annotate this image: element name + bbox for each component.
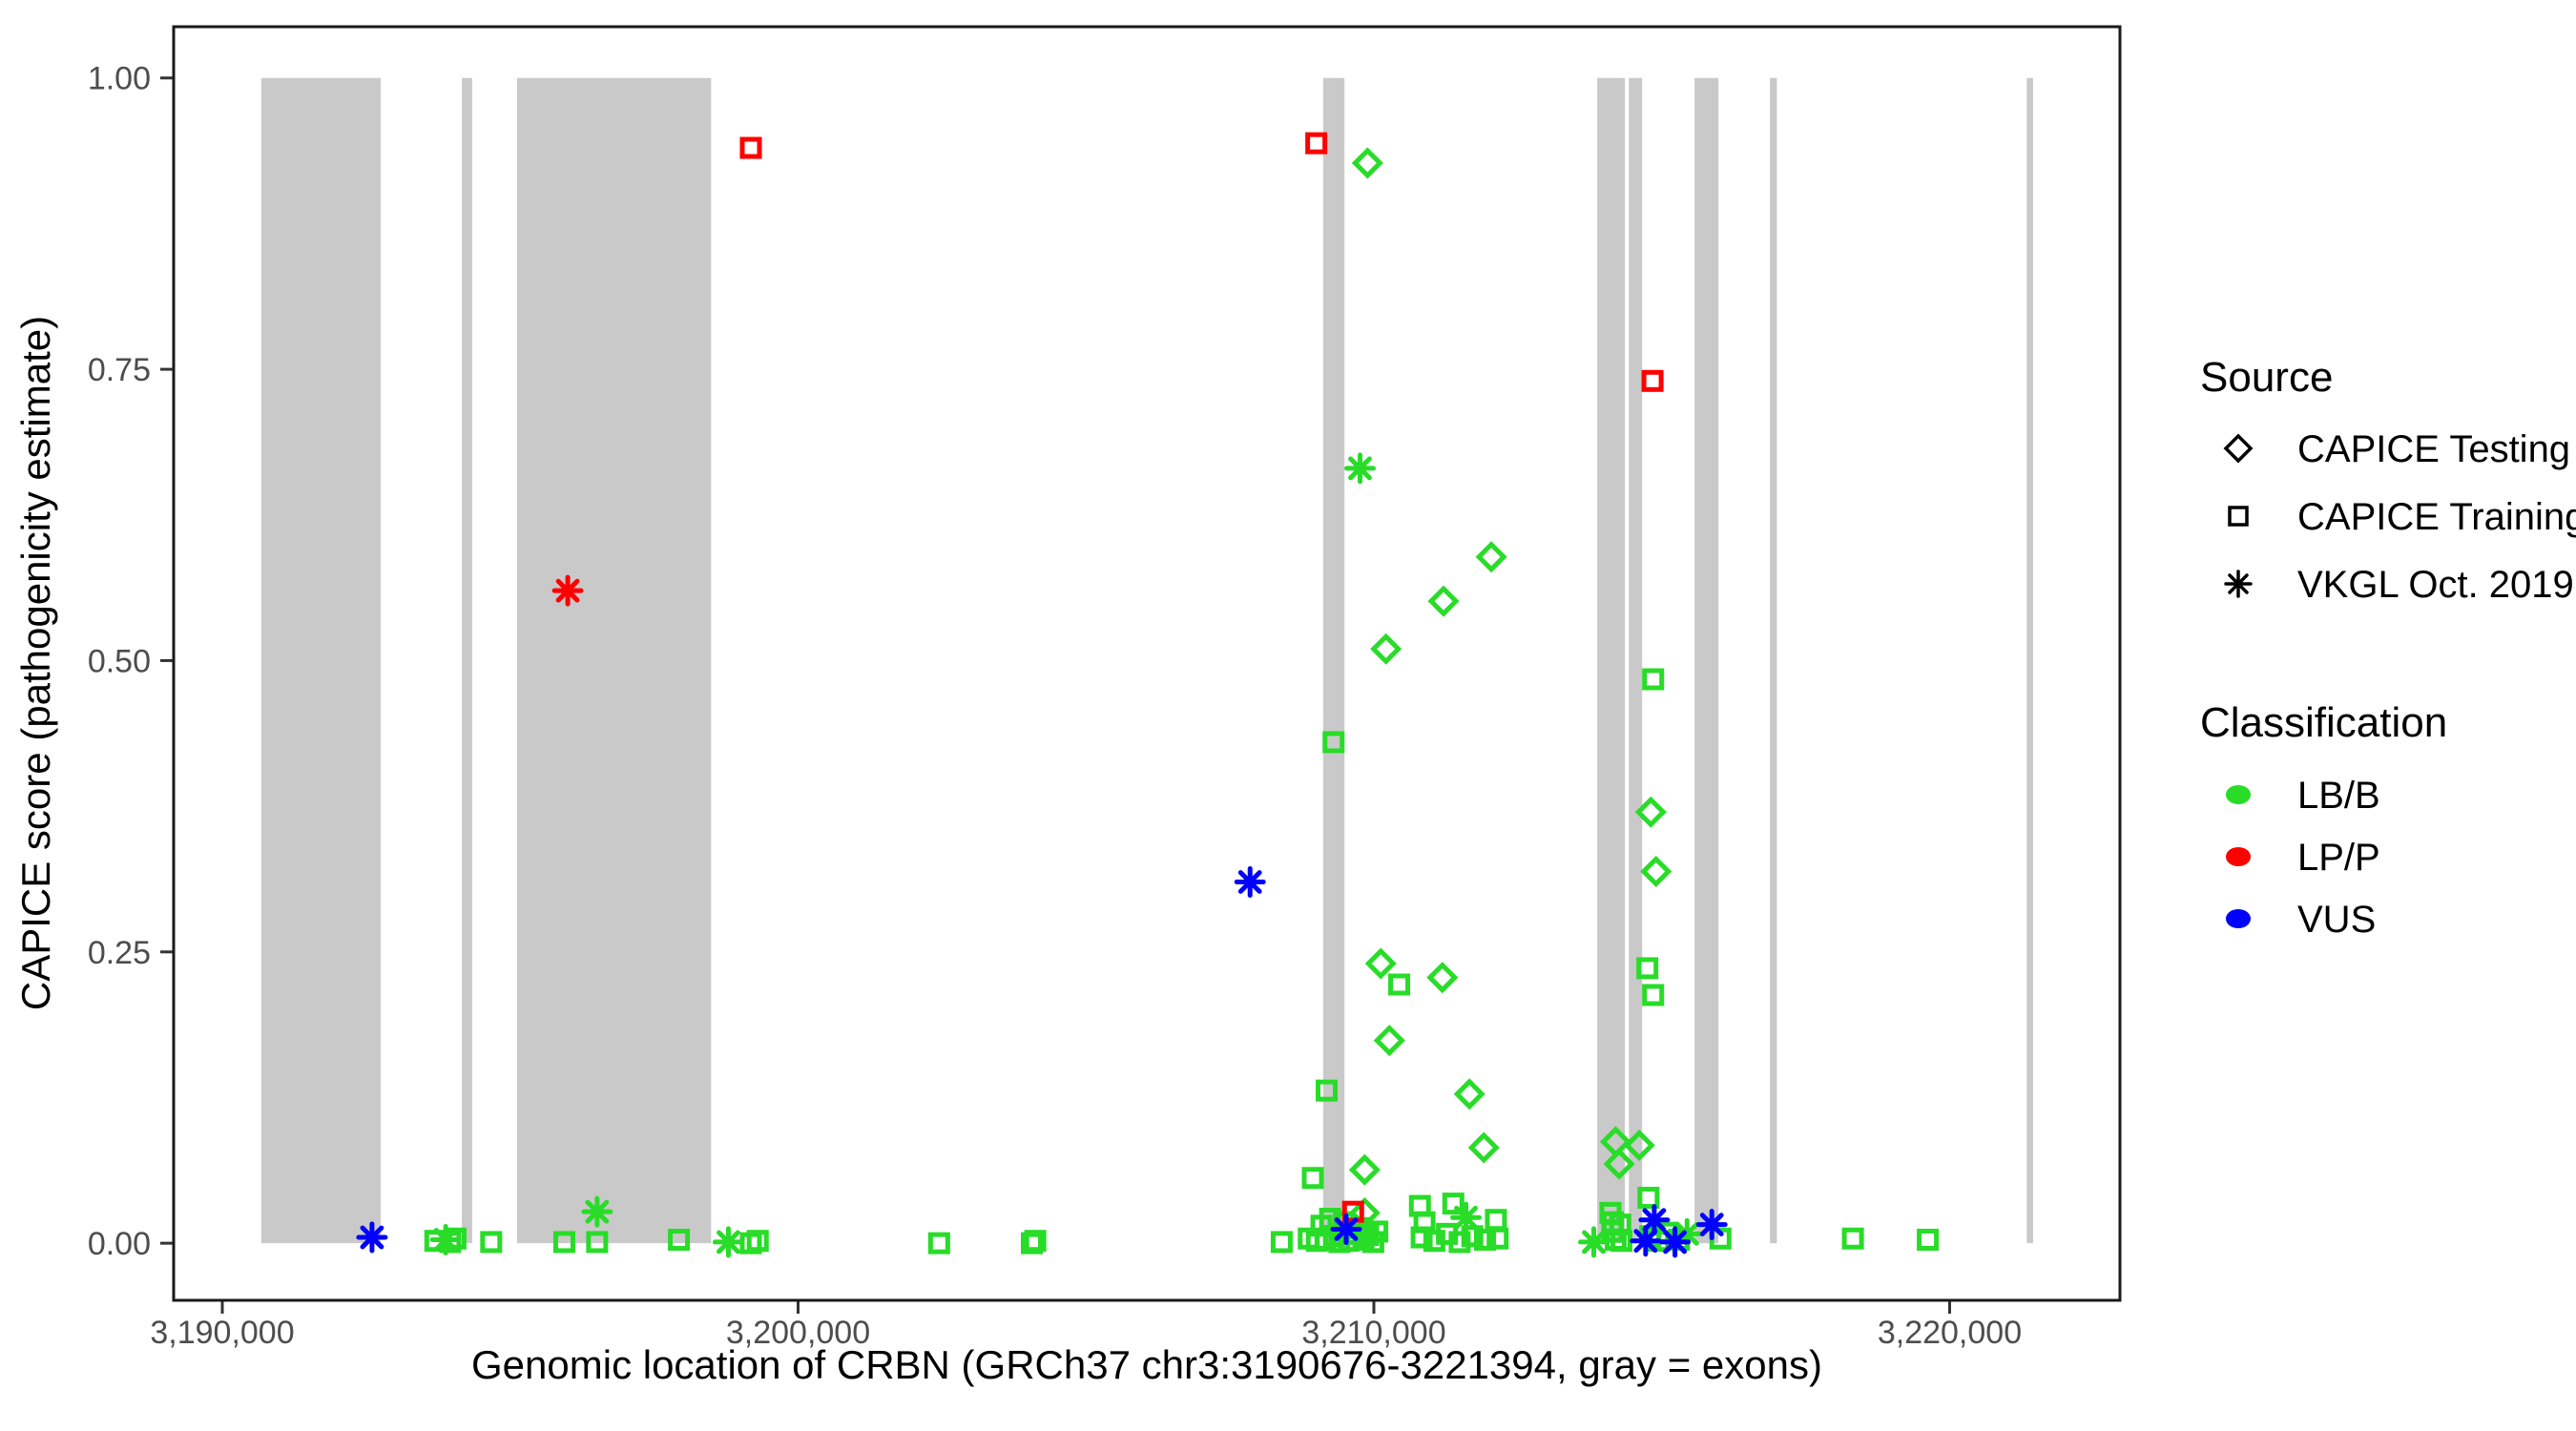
data-point-square: [668, 1228, 691, 1251]
data-point-asterisk: [1234, 866, 1266, 899]
data-point-diamond: [1348, 1196, 1381, 1229]
exon-bar: [1694, 77, 1719, 1244]
x-tick-label: 3,190,000: [150, 1315, 294, 1351]
legend-item-lbb: LB/B: [2297, 775, 2380, 817]
exon-bar: [1322, 77, 1345, 1244]
exon-bar: [1770, 77, 1777, 1244]
data-point-square: [746, 1230, 769, 1253]
data-point-diamond: [1427, 585, 1460, 617]
exon-bar: [516, 77, 712, 1244]
data-point-square: [1473, 1228, 1496, 1251]
legend-item-vus: VUS: [2297, 899, 2376, 941]
data-point-square: [1636, 957, 1659, 980]
data-point-asterisk: [1630, 1225, 1662, 1257]
data-point-square: [1270, 1231, 1293, 1254]
data-point-square: [1448, 1231, 1471, 1254]
exon-bar: [1597, 77, 1626, 1244]
data-point-square: [480, 1231, 503, 1254]
data-point-square: [1305, 132, 1328, 155]
data-point-square: [1841, 1227, 1864, 1250]
data-point-asterisk: [1659, 1226, 1692, 1258]
vus-color-dot-icon: [2226, 909, 2251, 928]
legend-item-vkgl-oct-2019: VKGL Oct. 2019: [2297, 564, 2574, 606]
data-point-square: [1637, 1187, 1660, 1210]
data-point-square: [1322, 731, 1345, 754]
exon-bar: [1629, 77, 1643, 1244]
data-point-asterisk: [1330, 1213, 1362, 1245]
data-point-square: [1642, 668, 1665, 691]
data-point-square: [1461, 1225, 1484, 1248]
lpp-color-dot-icon: [2226, 847, 2251, 866]
data-point-square: [1485, 1209, 1507, 1232]
data-point-asterisk: [1578, 1226, 1610, 1258]
data-point-square: [1024, 1230, 1047, 1253]
asterisk-icon: [2224, 570, 2253, 598]
data-point-square: [552, 1231, 575, 1254]
legend-source-title: Source: [2200, 354, 2333, 401]
lbb-color-dot-icon: [2226, 785, 2251, 804]
data-point-square: [1641, 369, 1664, 392]
legend-source: Source CAPICE Testing CAPICE Training VK…: [2200, 354, 2576, 606]
y-tick-label: 0.00: [88, 1226, 151, 1262]
legend-classification: Classification LB/B LP/P VUS: [2200, 699, 2447, 941]
x-axis-title: Genomic location of CRBN (GRCh37 chr3:31…: [471, 1342, 1822, 1387]
data-point-square: [1366, 1220, 1389, 1243]
data-point-diamond: [1467, 1131, 1500, 1164]
data-point-square: [1316, 1079, 1339, 1102]
data-point-square: [1642, 984, 1665, 1006]
legend-item-capice-testing: CAPICE Testing: [2297, 428, 2570, 470]
data-point-asterisk: [429, 1223, 462, 1255]
data-point-diamond: [1370, 633, 1402, 665]
data-point-diamond: [1373, 1025, 1405, 1057]
data-point-square: [927, 1232, 950, 1255]
data-point-asterisk: [1695, 1209, 1728, 1241]
data-point-asterisk: [712, 1226, 744, 1258]
data-point-square: [586, 1231, 609, 1254]
data-point-square: [1301, 1167, 1324, 1190]
data-point-diamond: [1351, 147, 1383, 179]
y-tick-label: 1.00: [88, 61, 151, 97]
x-tick-label: 3,200,000: [726, 1315, 870, 1351]
data-point-square: [1486, 1227, 1509, 1250]
data-point-square: [1917, 1228, 1940, 1251]
data-point-diamond: [1640, 855, 1672, 888]
data-point-asterisk: [356, 1221, 388, 1254]
plot-panel: 3,190,000 3,200,000 3,210,000 3,220,000 0.00…: [88, 61, 2033, 1351]
legend-item-capice-training: CAPICE Training: [2297, 496, 2576, 538]
data-point-asterisk: [581, 1195, 613, 1228]
legend-classification-title: Classification: [2200, 699, 2447, 746]
data-point-square: [1388, 973, 1411, 996]
data-point-square: [1442, 1192, 1465, 1215]
y-tick-label: 0.50: [88, 643, 151, 679]
data-point-diamond: [1634, 796, 1667, 828]
data-point-diamond: [1348, 1153, 1381, 1186]
x-tick-label: 3,220,000: [1878, 1315, 2022, 1351]
square-icon: [2228, 506, 2249, 527]
data-point-diamond: [1475, 541, 1507, 573]
data-point-square: [739, 136, 762, 159]
data-point-asterisk: [1450, 1201, 1483, 1234]
data-point-asterisk: [1671, 1217, 1703, 1250]
exon-bar: [462, 77, 472, 1244]
data-point-diamond: [1453, 1078, 1485, 1110]
exon-bar: [260, 77, 381, 1244]
data-point-diamond: [1603, 1148, 1635, 1180]
y-axis-title: CAPICE score (pathogenicity estimate): [13, 316, 58, 1010]
panel-border: [172, 25, 2122, 1302]
y-tick-label: 0.25: [88, 935, 151, 971]
data-point-diamond: [1623, 1130, 1655, 1162]
exon-bar: [2026, 77, 2033, 1244]
data-point-square: [1410, 1226, 1433, 1249]
diamond-icon: [2223, 433, 2254, 464]
data-point-asterisk: [1344, 452, 1377, 485]
y-tick-label: 0.75: [88, 352, 151, 388]
legend-item-lpp: LP/P: [2297, 837, 2380, 879]
data-point-asterisk: [551, 574, 584, 607]
data-point-diamond: [1426, 962, 1459, 994]
x-tick-label: 3,210,000: [1301, 1315, 1445, 1351]
data-point-diamond: [1364, 947, 1397, 980]
data-point-asterisk: [1638, 1204, 1671, 1236]
